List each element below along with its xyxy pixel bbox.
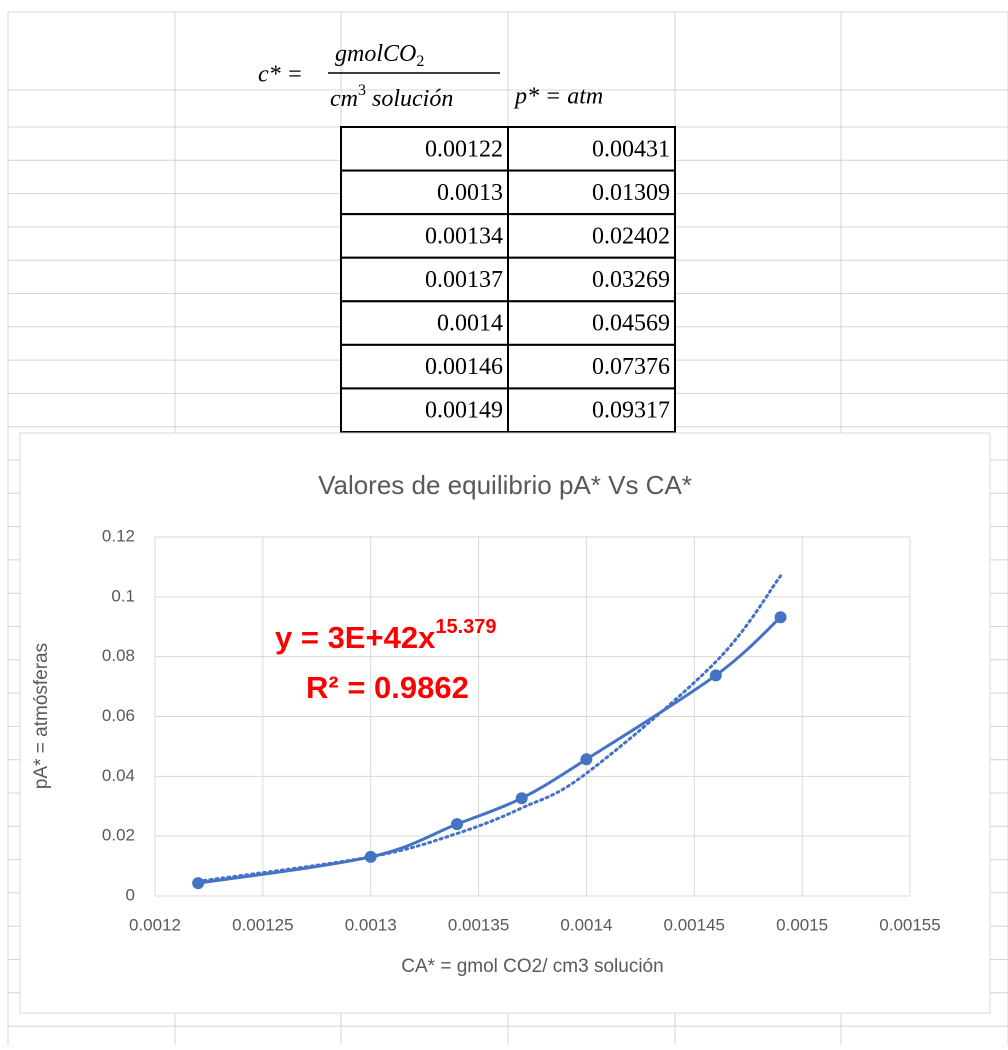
table-cell — [340, 256, 509, 303]
x-tick-label: 0.0014 — [560, 915, 612, 934]
x-tick-label: 0.00125 — [232, 915, 293, 934]
x-tick-label: 0.00155 — [879, 915, 940, 934]
table-cell — [507, 256, 676, 303]
chart: Valores de equilibrio pA* Vs CA* 0 0.02 0.0… — [19, 432, 991, 1014]
data-point — [515, 792, 528, 805]
denominator-rest: solución — [372, 86, 453, 112]
table-value: 0.00146 — [425, 354, 503, 380]
table-cell — [507, 213, 676, 259]
table-value: 0.07376 — [592, 354, 670, 380]
denominator-text: cm — [330, 86, 358, 112]
equation-exponent: 15.379 — [435, 616, 496, 638]
trendline-equation: y = 3E+42x15.379 — [275, 616, 497, 655]
numerator: gmolCO2 — [335, 41, 424, 70]
y-tick-label: 0 — [126, 885, 135, 904]
table-cell — [340, 126, 509, 172]
table-cell — [340, 387, 509, 433]
data-point — [192, 877, 205, 890]
x-tick-label: 0.00145 — [664, 915, 725, 934]
denominator: cm3 solución — [330, 82, 453, 112]
r-squared: R² = 0.9862 — [306, 670, 469, 705]
table-cell — [507, 300, 676, 346]
equation-text: y = 3E+42x — [275, 620, 436, 655]
denominator-sup: 3 — [358, 82, 366, 99]
x-tick-label: 0.0013 — [345, 915, 397, 934]
table-value: 0.09317 — [592, 398, 670, 424]
numerator-text: gmolCO — [335, 41, 416, 67]
table-value: 0.00134 — [425, 223, 503, 249]
x-axis-label: CA* = gmol CO2/ cm3 solución — [401, 956, 663, 977]
table-value: 0.00122 — [425, 136, 503, 162]
data-point — [580, 753, 593, 766]
table-value: 0.02402 — [592, 223, 670, 249]
table-cell — [340, 213, 509, 259]
data-point — [364, 850, 377, 863]
y-tick-label: 0.04 — [102, 766, 135, 785]
table-value: 0.03269 — [592, 267, 670, 293]
y-tick-label: 0.1 — [111, 586, 135, 605]
y-tick-label: 0.06 — [102, 706, 135, 725]
chart-title: Valores de equilibrio pA* Vs CA* — [318, 470, 692, 500]
table-value: 0.01309 — [592, 180, 670, 206]
table-value: 0.0013 — [437, 180, 503, 206]
y-tick-label: 0.12 — [102, 526, 135, 545]
table-cell — [507, 387, 676, 433]
table: 0.00122 0.00431 0.0013 0.01309 0.00134 0.0240… — [340, 126, 676, 433]
formula: c* = gmolCO2 cm3 solución p* = atm — [258, 41, 603, 112]
x-tick-label: 0.00135 — [448, 915, 509, 934]
table-value: 0.00149 — [425, 398, 503, 424]
table-cell — [340, 343, 509, 390]
numerator-sub: 2 — [416, 53, 424, 70]
data-point — [709, 669, 722, 682]
y-axis-label: pA* = atmósferas — [31, 643, 52, 789]
table-value: 0.04569 — [592, 311, 670, 337]
y-tick-label: 0.02 — [102, 826, 135, 845]
table-cell — [507, 126, 676, 172]
table-value: 0.00431 — [592, 136, 670, 162]
table-cell — [507, 169, 676, 216]
chart-area — [19, 432, 991, 1014]
table-value: 0.0014 — [437, 311, 503, 337]
data-point — [774, 611, 787, 624]
trendline — [196, 574, 783, 883]
data-point — [451, 818, 463, 831]
x-tick-label: 0.0015 — [776, 915, 828, 934]
c-label: c* = — [258, 62, 303, 88]
table-cell — [340, 300, 509, 346]
y-tick-label: 0.08 — [102, 646, 135, 665]
table-cell — [340, 169, 509, 216]
x-tick-label: 0.0012 — [129, 915, 181, 934]
table-value: 0.00137 — [425, 267, 503, 293]
p-label: p* = atm — [513, 84, 603, 110]
